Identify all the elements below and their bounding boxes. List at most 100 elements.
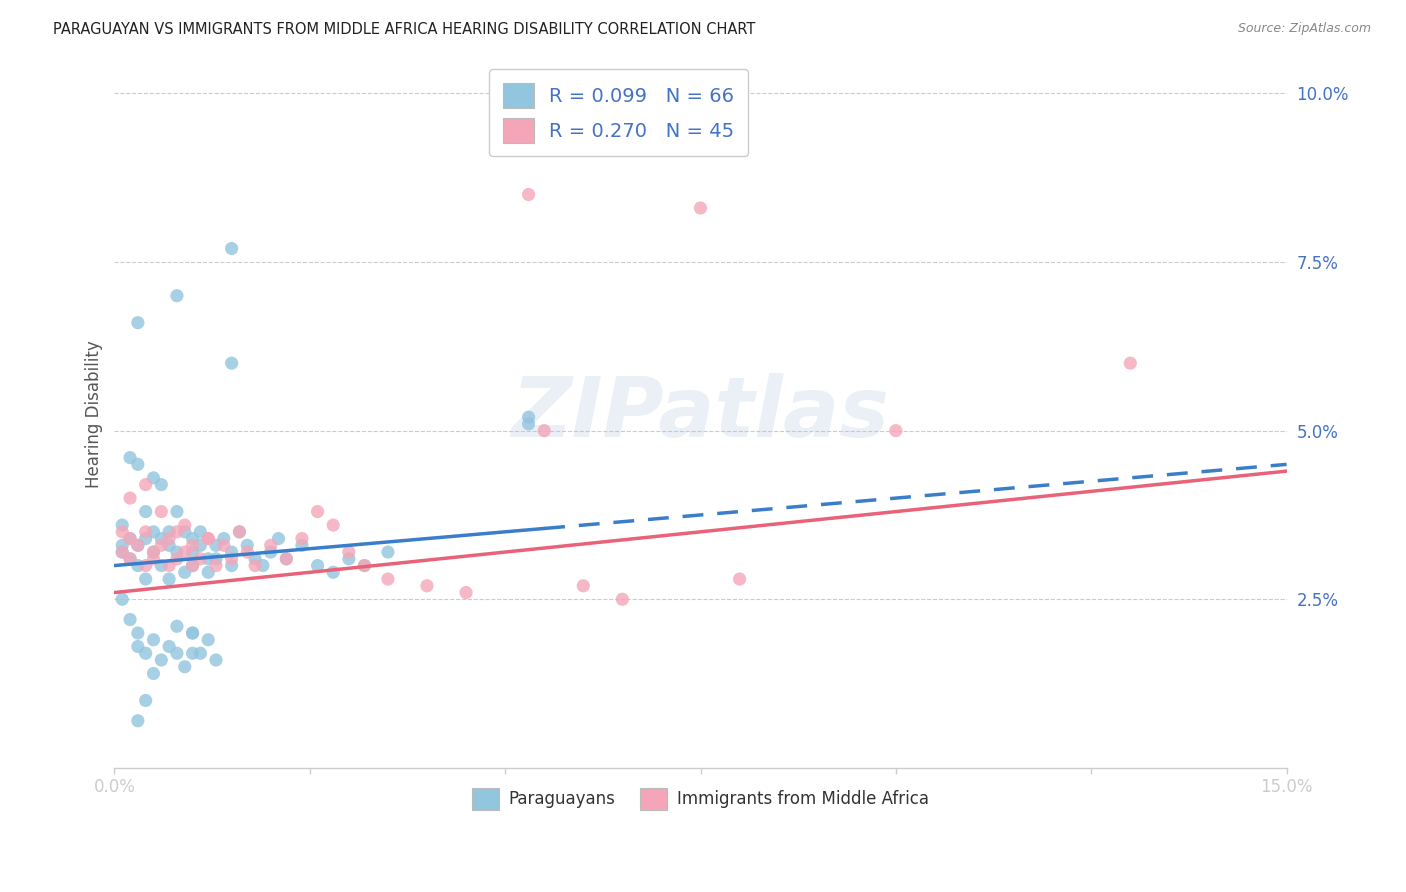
Point xyxy=(166,619,188,633)
Point xyxy=(190,551,212,566)
Point xyxy=(157,572,180,586)
Text: ZIPatlas: ZIPatlas xyxy=(512,373,890,454)
Point xyxy=(150,505,173,519)
Point xyxy=(260,538,283,552)
Point xyxy=(135,524,157,539)
Point xyxy=(166,524,188,539)
Point xyxy=(205,538,228,552)
Point xyxy=(142,471,165,485)
Point xyxy=(322,566,344,580)
Text: PARAGUAYAN VS IMMIGRANTS FROM MIDDLE AFRICA HEARING DISABILITY CORRELATION CHART: PARAGUAYAN VS IMMIGRANTS FROM MIDDLE AFR… xyxy=(53,22,756,37)
Point xyxy=(205,551,228,566)
Point xyxy=(243,558,266,573)
Point xyxy=(517,417,540,431)
Point xyxy=(181,626,204,640)
Point xyxy=(111,592,134,607)
Point xyxy=(135,558,157,573)
Point xyxy=(150,532,173,546)
Point xyxy=(236,538,259,552)
Point xyxy=(416,579,439,593)
Point xyxy=(197,532,219,546)
Point xyxy=(150,558,173,573)
Point xyxy=(173,659,195,673)
Point xyxy=(243,551,266,566)
Point xyxy=(157,524,180,539)
Point xyxy=(157,538,180,552)
Point xyxy=(689,201,711,215)
Point xyxy=(127,640,149,654)
Point xyxy=(236,545,259,559)
Point xyxy=(197,551,219,566)
Point xyxy=(173,566,195,580)
Point xyxy=(118,551,141,566)
Point xyxy=(173,524,195,539)
Point xyxy=(884,424,907,438)
Point xyxy=(142,666,165,681)
Point xyxy=(111,524,134,539)
Point xyxy=(353,558,375,573)
Point xyxy=(135,532,157,546)
Point xyxy=(111,538,134,552)
Point xyxy=(517,187,540,202)
Point xyxy=(118,551,141,566)
Point xyxy=(118,450,141,465)
Point xyxy=(142,632,165,647)
Point xyxy=(291,538,314,552)
Point xyxy=(307,558,329,573)
Point xyxy=(221,558,243,573)
Point xyxy=(150,653,173,667)
Point xyxy=(212,532,235,546)
Y-axis label: Hearing Disability: Hearing Disability xyxy=(86,340,103,488)
Point xyxy=(142,545,165,559)
Point xyxy=(728,572,751,586)
Point xyxy=(181,532,204,546)
Point xyxy=(127,558,149,573)
Point xyxy=(337,545,360,559)
Point xyxy=(166,646,188,660)
Point xyxy=(157,640,180,654)
Point xyxy=(533,424,555,438)
Point xyxy=(157,558,180,573)
Point xyxy=(205,653,228,667)
Point xyxy=(190,524,212,539)
Point xyxy=(111,545,134,559)
Point xyxy=(291,532,314,546)
Point xyxy=(276,551,298,566)
Point xyxy=(197,632,219,647)
Point xyxy=(111,518,134,533)
Point xyxy=(142,524,165,539)
Point xyxy=(142,551,165,566)
Point xyxy=(197,566,219,580)
Text: Source: ZipAtlas.com: Source: ZipAtlas.com xyxy=(1237,22,1371,36)
Point xyxy=(212,538,235,552)
Point xyxy=(1119,356,1142,370)
Point xyxy=(181,626,204,640)
Point xyxy=(166,545,188,559)
Point xyxy=(612,592,634,607)
Point xyxy=(252,558,274,573)
Point xyxy=(127,458,149,472)
Point xyxy=(118,613,141,627)
Point xyxy=(142,545,165,559)
Point xyxy=(377,572,399,586)
Point xyxy=(111,545,134,559)
Point xyxy=(181,558,204,573)
Point xyxy=(276,551,298,566)
Point xyxy=(228,524,250,539)
Legend: Paraguayans, Immigrants from Middle Africa: Paraguayans, Immigrants from Middle Afri… xyxy=(465,781,936,816)
Point xyxy=(572,579,595,593)
Point xyxy=(221,545,243,559)
Point xyxy=(221,242,243,256)
Point xyxy=(135,693,157,707)
Point xyxy=(322,518,344,533)
Point xyxy=(135,646,157,660)
Point xyxy=(307,505,329,519)
Point xyxy=(166,289,188,303)
Point xyxy=(197,532,219,546)
Point xyxy=(173,518,195,533)
Point xyxy=(150,477,173,491)
Point xyxy=(118,532,141,546)
Point xyxy=(127,538,149,552)
Point xyxy=(517,410,540,425)
Point xyxy=(190,538,212,552)
